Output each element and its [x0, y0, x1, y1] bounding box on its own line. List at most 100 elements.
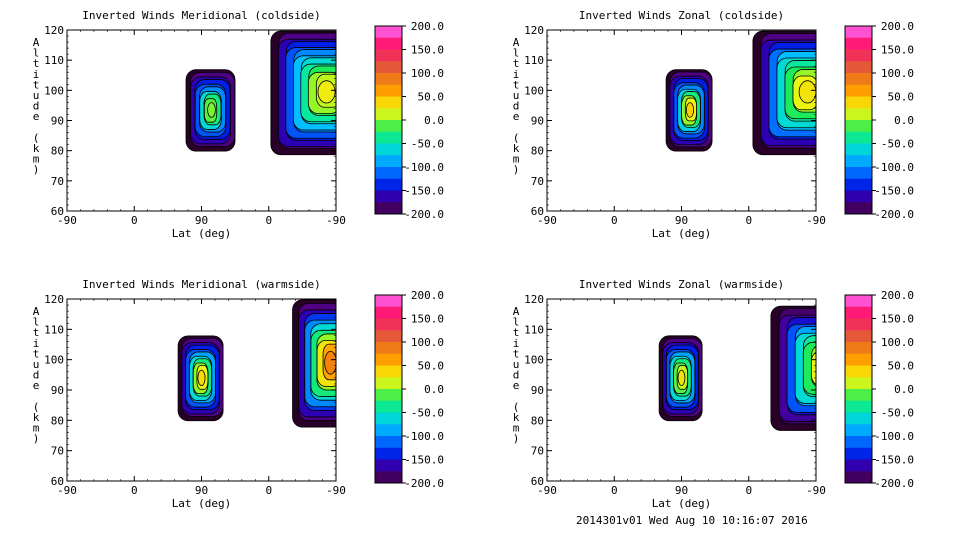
colorbar-swatch — [375, 155, 402, 168]
contour-core — [197, 369, 206, 386]
y-tick-label: 120 — [44, 293, 64, 306]
x-tick-label: 0 — [265, 484, 272, 497]
colorbar-tick-label: 0.0 — [424, 114, 444, 127]
colorbar-swatch — [375, 424, 402, 437]
colorbar-swatch — [845, 389, 872, 402]
x-tick-label: 90 — [195, 484, 208, 497]
colorbar-tick-label: -200.0 — [874, 208, 914, 221]
colorbar-swatch — [375, 306, 402, 319]
colorbar-tick-label: -100.0 — [404, 430, 444, 443]
contour-core — [685, 102, 695, 118]
colorbar-swatch — [845, 37, 872, 50]
colorbar-swatch — [845, 400, 872, 413]
colorbar: 200.0 150.0 100.0 50.0 0.0 -50.0 -100.0 -150.0 -… — [374, 20, 444, 221]
y-tick-label: 70 — [531, 175, 544, 188]
colorbar: 200.0 150.0 100.0 50.0 0.0 -50.0 -100.0 -150.0 -… — [844, 20, 915, 221]
colorbar-swatch — [845, 424, 872, 437]
colorbar-swatch — [375, 447, 402, 460]
contour-core — [798, 80, 816, 104]
colorbar-swatch — [375, 377, 402, 390]
contour-band — [802, 341, 816, 395]
colorbar-swatch — [845, 26, 872, 39]
contour-band — [810, 351, 816, 385]
y-tick-label: 80 — [51, 145, 64, 158]
colorbar-tick-label: 150.0 — [411, 313, 444, 326]
colorbar-tick-label: -200.0 — [404, 477, 444, 490]
x-axis-label: Lat (deg) — [172, 497, 232, 510]
colorbar-swatch — [375, 178, 402, 191]
colorbar-swatch — [845, 353, 872, 366]
y-tick-label: 100 — [44, 84, 64, 97]
colorbar-swatch — [845, 436, 872, 449]
contour-core — [317, 80, 336, 104]
x-tick-label: 90 — [675, 484, 688, 497]
x-tick-label: 0 — [131, 484, 138, 497]
contour-field — [658, 305, 835, 431]
y-tick-label: 120 — [524, 293, 544, 306]
y-tick-label: 70 — [51, 445, 64, 458]
colorbar-swatch — [375, 459, 402, 472]
colorbar-swatch — [845, 178, 872, 191]
colorbar-swatch — [845, 447, 872, 460]
y-tick-label: 70 — [51, 175, 64, 188]
colorbar-swatch — [375, 131, 402, 144]
colorbar-swatch — [845, 120, 872, 133]
colorbar-tick-label: 50.0 — [888, 91, 915, 104]
colorbar-swatch — [375, 353, 402, 366]
colorbar-tick-label: 150.0 — [881, 313, 914, 326]
colorbar-tick-label: -200.0 — [874, 477, 914, 490]
contour-field — [177, 299, 336, 428]
colorbar-swatch — [845, 61, 872, 74]
y-tick-label: 90 — [51, 384, 64, 397]
x-tick-label: 0 — [611, 214, 618, 227]
colorbar-tick-label: -200.0 — [404, 208, 444, 221]
colorbar-tick-label: -150.0 — [874, 185, 914, 198]
contour-core — [818, 356, 835, 378]
colorbar: 200.0 150.0 100.0 50.0 0.0 -50.0 -100.0 -150.0 -… — [374, 289, 444, 490]
colorbar-swatch — [375, 143, 402, 156]
y-tick-label: 80 — [51, 414, 64, 427]
x-tick-label: -90 — [57, 484, 77, 497]
x-tick-label: 90 — [195, 214, 208, 227]
colorbar-swatch — [845, 131, 872, 144]
y-tick-label: 110 — [44, 54, 64, 67]
colorbar-swatch — [375, 167, 402, 180]
colorbar-swatch — [375, 436, 402, 449]
colorbar-swatch — [375, 389, 402, 402]
colorbar-tick-label: -100.0 — [404, 161, 444, 174]
y-tick-label: 110 — [44, 323, 64, 336]
y-tick-label: 70 — [531, 445, 544, 458]
contour-core — [677, 369, 686, 386]
colorbar-swatch — [845, 73, 872, 86]
colorbar-tick-label: -150.0 — [874, 454, 914, 467]
colorbar-tick-label: 200.0 — [881, 20, 914, 33]
colorbar-swatch — [845, 412, 872, 425]
contour-band — [811, 345, 816, 387]
x-tick-label: 0 — [611, 484, 618, 497]
x-tick-label: -90 — [57, 214, 77, 227]
contour-field — [665, 30, 816, 156]
colorbar-tick-label: -50.0 — [411, 407, 444, 420]
colorbar-swatch — [375, 73, 402, 86]
colorbar-tick-label: 150.0 — [411, 44, 444, 57]
colorbar-swatch — [375, 295, 402, 308]
y-tick-label: 60 — [531, 475, 544, 488]
colorbar-tick-label: 50.0 — [888, 360, 915, 373]
colorbar-tick-label: 200.0 — [411, 289, 444, 302]
colorbar-swatch — [375, 26, 402, 39]
colorbar-tick-label: 100.0 — [881, 336, 914, 349]
colorbar-tick-label: 200.0 — [411, 20, 444, 33]
chart-panel-1: 60 70 80 90 100 110 120 -90 0 90 0 -90 Inverted Wind… — [33, 9, 444, 240]
colorbar-swatch — [375, 330, 402, 343]
chart-panel-4: 60 70 80 90 100 110 120 -90 0 90 0 -90 Inverted Wind… — [513, 278, 914, 510]
colorbar-swatch — [375, 37, 402, 50]
y-tick-label: 120 — [524, 24, 544, 37]
footer-timestamp: 2014301v01 Wed Aug 10 10:16:07 2016 — [576, 514, 808, 527]
colorbar-swatch — [375, 108, 402, 121]
chart-title: Inverted Winds Meridional (coldside) — [82, 9, 320, 22]
colorbar-tick-label: 0.0 — [894, 114, 914, 127]
